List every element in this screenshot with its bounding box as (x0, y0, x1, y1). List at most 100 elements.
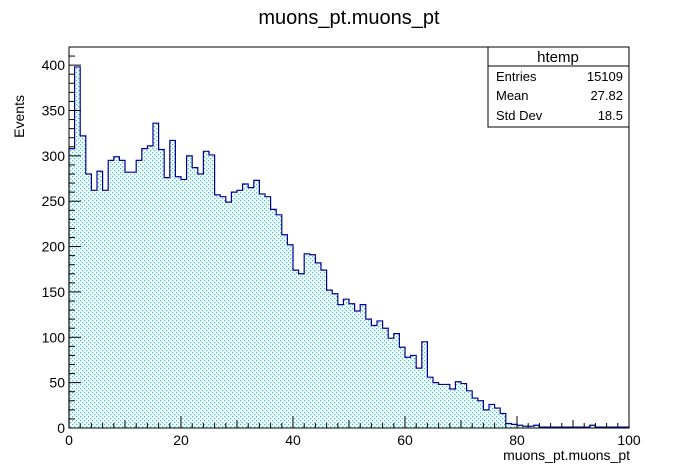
histogram-bin (231, 192, 238, 428)
stats-box-title: htemp (537, 49, 579, 66)
chart-title: muons_pt.muons_pt (258, 7, 440, 29)
y-tick-label: 150 (42, 284, 66, 300)
y-tick-label: 200 (42, 239, 66, 255)
histogram-bin (276, 214, 282, 428)
histogram-bin (108, 160, 114, 428)
histogram-bin (197, 174, 204, 428)
histogram-bin (326, 290, 333, 428)
histogram-bin (461, 383, 467, 428)
histogram-bin (102, 190, 109, 428)
histogram-bin (399, 347, 406, 428)
x-axis-label: muons_pt.muons_pt (503, 447, 630, 463)
histogram-bin (349, 303, 355, 428)
histogram-bin (466, 390, 473, 428)
x-tick-label: 80 (509, 432, 525, 448)
histogram-bin (416, 368, 422, 428)
histogram-bin (69, 148, 75, 428)
histogram-bin (119, 160, 126, 428)
histogram-bin (472, 398, 478, 428)
x-tick-label: 40 (285, 432, 301, 448)
histogram-bin (130, 172, 137, 428)
histogram-bin (220, 196, 226, 428)
histogram-bin (449, 388, 456, 428)
histogram-bin (237, 190, 243, 428)
histogram-bin (253, 180, 260, 428)
histogram-bin (444, 384, 450, 428)
y-tick-label: 350 (42, 103, 66, 119)
histogram-bin (175, 176, 182, 428)
histogram-bin (85, 174, 92, 428)
histogram-bin (242, 183, 249, 428)
histogram-bin (589, 425, 596, 428)
histogram-bin (136, 160, 142, 428)
stats-mean-value: 27.82 (590, 88, 623, 103)
histogram-bin (337, 304, 344, 428)
histogram-fill (69, 66, 630, 429)
histogram-bin (181, 179, 187, 428)
y-tick-label: 50 (49, 375, 65, 391)
histogram-bin (225, 202, 232, 428)
y-tick-label: 250 (42, 193, 66, 209)
histogram-bin (343, 299, 350, 428)
x-tick-label: 100 (617, 432, 641, 448)
histogram-bin (360, 304, 366, 428)
histogram-bin (169, 140, 176, 428)
histogram-bin (533, 425, 540, 428)
histogram-bin (388, 338, 394, 428)
histogram-bin (528, 426, 534, 428)
x-tick-label: 60 (397, 432, 413, 448)
stats-stddev-label: Std Dev (496, 108, 543, 123)
histogram-bin (293, 270, 299, 428)
histogram-bin (214, 194, 221, 428)
histogram-bin (265, 196, 271, 428)
histogram-bin (270, 209, 277, 428)
histogram-bin (483, 409, 490, 428)
histogram-bin (371, 325, 378, 428)
histogram-bin (304, 253, 310, 428)
stats-box: htemp Entries 15109 Mean 27.82 Std Dev 1… (487, 46, 630, 128)
histogram-bin (477, 400, 484, 428)
histogram-outline (68, 66, 630, 428)
histogram-bin (147, 145, 154, 428)
y-tick-label: 100 (42, 329, 66, 345)
x-axis-ticks: 0 20 40 60 80 100 (65, 416, 641, 448)
histogram-bin (433, 382, 439, 428)
histogram-bin (315, 262, 322, 428)
histogram-bin (164, 177, 170, 428)
histogram-bin (203, 151, 210, 429)
histogram-bin (287, 244, 294, 428)
histogram-bin (80, 135, 86, 428)
histogram-bin (522, 426, 529, 428)
histogram-bin (489, 404, 495, 428)
histogram-bin (281, 234, 288, 428)
histogram-bin (365, 319, 372, 428)
x-tick-label: 0 (65, 432, 73, 448)
y-tick-label: 300 (42, 148, 66, 164)
histogram-bin (377, 320, 383, 428)
stats-mean-label: Mean (496, 88, 529, 103)
histogram-bin (125, 172, 131, 428)
histogram-bin (259, 193, 266, 428)
histogram-bin (74, 66, 81, 428)
stats-entries-value: 15109 (587, 69, 623, 84)
histogram-bin (438, 384, 445, 428)
x-tick-label: 20 (173, 432, 189, 448)
stats-stddev-value: 18.5 (598, 108, 623, 123)
histogram-bin (354, 310, 361, 428)
histogram-bin (91, 190, 98, 428)
histogram-bin (113, 156, 120, 428)
histogram-bin (427, 377, 434, 428)
y-tick-label: 400 (42, 57, 66, 73)
histogram-bin (209, 154, 215, 428)
histogram-bin (248, 187, 254, 428)
histogram-bin (505, 423, 512, 428)
y-axis-label: Events (11, 95, 27, 138)
histogram-bin (511, 424, 518, 428)
histogram-bin (393, 333, 400, 428)
histogram-bin (494, 408, 501, 428)
histogram-bin (97, 171, 103, 428)
histogram-bin (186, 155, 193, 428)
histogram-bin (410, 355, 417, 428)
histogram-bin (141, 148, 148, 428)
